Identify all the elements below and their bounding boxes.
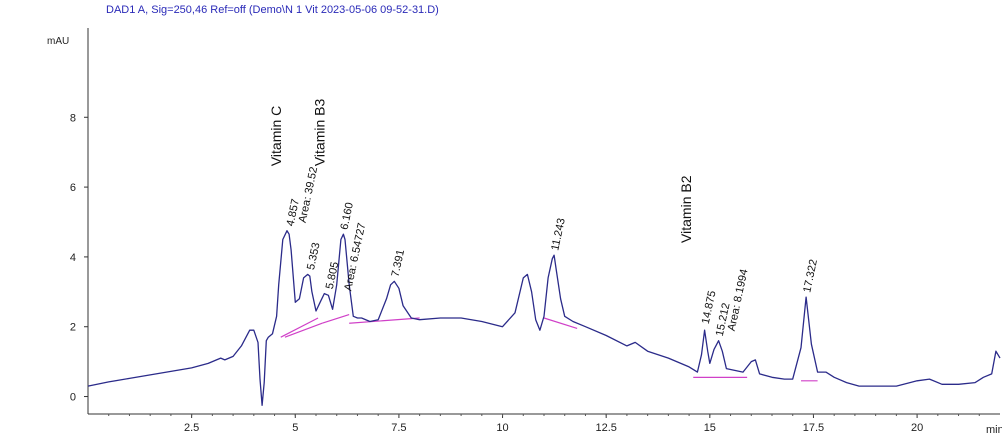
- y-tick-label: 4: [70, 252, 76, 264]
- peak-label: 6.160: [339, 201, 356, 230]
- integration-baseline: [349, 317, 420, 324]
- compound-label: Vitamin C: [268, 106, 284, 166]
- compound-label: Vitamin B2: [678, 175, 694, 243]
- peak-label: Area: 39.52: [297, 166, 321, 224]
- y-tick-label: 6: [70, 182, 76, 194]
- baselines: [280, 313, 818, 382]
- chart-title: DAD1 A, Sig=250,46 Ref=off (Demo\N 1 Vit…: [106, 4, 439, 16]
- x-tick-label: 2.5: [184, 422, 199, 434]
- y-tick-label: 8: [70, 112, 76, 124]
- integration-baseline: [280, 317, 319, 338]
- signal-trace: [87, 230, 1001, 406]
- peak-label: 14.875: [700, 290, 719, 325]
- peak-label: Area: 8.1994: [726, 268, 751, 332]
- y-tick-label: 0: [70, 392, 76, 404]
- axes: 0 2 4 6 8 2.5 5 7.5 10 12.5 15 17.5 20: [70, 28, 1000, 434]
- integration-baseline: [322, 313, 350, 324]
- peak-label: 11.243: [549, 217, 568, 252]
- peak-label: 5.353: [305, 242, 322, 271]
- peak-label: 7.391: [390, 249, 407, 278]
- peak-label: 4.857: [285, 198, 302, 227]
- peak-label: 17.322: [801, 258, 820, 293]
- integration-baseline: [284, 322, 323, 338]
- x-axis-unit: min: [986, 424, 1002, 434]
- y-tick-label: 2: [70, 322, 76, 334]
- x-tick-label: 5: [292, 422, 298, 434]
- x-tick-label: 7.5: [391, 422, 406, 434]
- x-tick-label: 20: [911, 422, 923, 434]
- x-tick-label: 15: [704, 422, 716, 434]
- x-tick-label: 12.5: [595, 422, 616, 434]
- trace-group: [87, 230, 1001, 406]
- y-axis-unit: mAU: [47, 36, 69, 47]
- integration-baseline: [543, 317, 578, 330]
- x-tick-label: 10: [496, 422, 508, 434]
- compound-label: Vitamin B3: [311, 98, 327, 166]
- x-tick-label: 17.5: [803, 422, 824, 434]
- peak-label: 5.805: [324, 261, 341, 290]
